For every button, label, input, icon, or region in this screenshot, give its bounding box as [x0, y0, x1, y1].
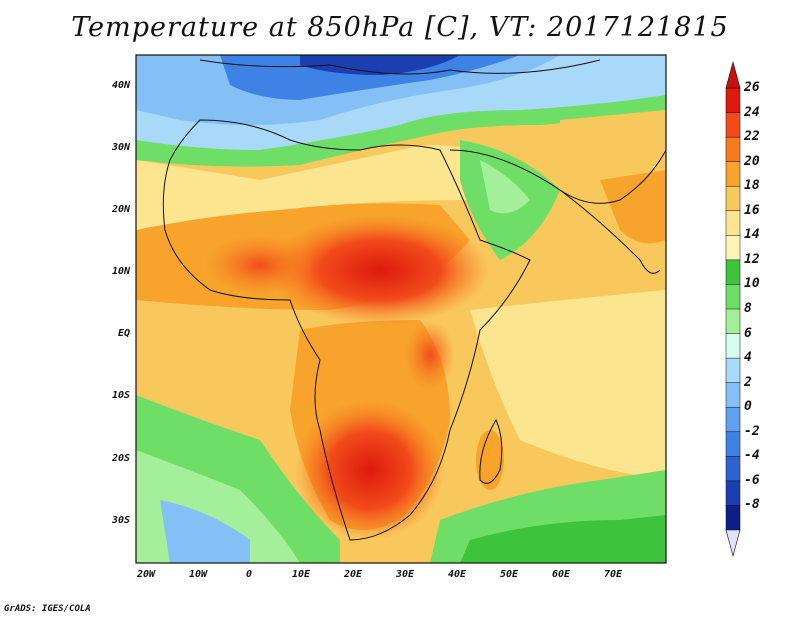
colorbar-label: 10 — [744, 276, 760, 292]
colorbar-swatch — [725, 406, 741, 433]
colorbar-label: 22 — [744, 129, 760, 145]
colorbar-swatch — [725, 431, 741, 457]
colorbar-swatch — [725, 185, 741, 212]
lon-label: 20W — [136, 569, 156, 580]
lon-label: 70E — [603, 569, 623, 580]
colorbar-label: 18 — [744, 178, 760, 194]
lat-label: 20N — [111, 204, 130, 215]
temperature-field — [136, 55, 666, 563]
colorbar-swatch — [725, 456, 741, 482]
colorbar-bottom-arrow — [725, 529, 741, 558]
colorbar-top-arrow — [725, 60, 741, 89]
colorbar-label: 6 — [744, 325, 752, 341]
lon-label: 50E — [499, 569, 519, 580]
colorbar-label: 0 — [744, 399, 752, 415]
coastline-outline — [162, 59, 667, 541]
colorbar-label: 2 — [744, 374, 752, 390]
colorbar-label: -8 — [744, 497, 760, 513]
lon-label: 0 — [245, 569, 253, 580]
map-frame — [135, 54, 667, 564]
colorbar-label: 12 — [744, 251, 760, 267]
colorbar-label: 20 — [744, 153, 760, 169]
colorbar-swatch — [725, 136, 741, 163]
colorbar — [725, 60, 741, 558]
lon-label: 40E — [447, 569, 467, 580]
footer-credit: GrADS: IGES/COLA — [4, 604, 91, 614]
lat-label: 30N — [111, 142, 130, 153]
lon-label: 10E — [291, 569, 311, 580]
colorbar-label: 26 — [744, 80, 760, 95]
lon-label: 60E — [551, 569, 571, 580]
colorbar-swatch — [725, 235, 741, 261]
colorbar-swatch — [725, 505, 741, 531]
map-title: Temperature at 850hPa [C], VT: 201712181… — [71, 12, 729, 43]
colorbar-swatch — [725, 161, 741, 187]
colorbar-swatch — [725, 112, 741, 138]
lat-label: 30S — [111, 515, 130, 526]
colorbar-swatch — [725, 87, 741, 114]
lat-label: EQ — [117, 328, 130, 339]
colorbar-label: 24 — [744, 104, 760, 120]
lat-label: 20S — [111, 453, 130, 464]
colorbar-swatch — [725, 357, 741, 384]
colorbar-swatch — [725, 382, 741, 408]
colorbar-swatch — [725, 284, 741, 310]
lon-label: 10W — [188, 569, 208, 580]
colorbar-swatch — [725, 308, 741, 335]
colorbar-swatch — [725, 480, 741, 506]
lat-label: 10S — [111, 390, 130, 401]
colorbar-swatch — [725, 210, 741, 236]
colorbar-label: -4 — [744, 448, 760, 464]
lat-label: 10N — [111, 266, 130, 277]
colorbar-label: -6 — [744, 472, 760, 488]
colorbar-label: 4 — [744, 350, 752, 366]
colorbar-swatch — [725, 259, 741, 285]
colorbar-label: 14 — [744, 227, 760, 243]
colorbar-label: 8 — [744, 301, 752, 316]
colorbar-label: -2 — [744, 423, 760, 439]
colorbar-label: 16 — [744, 202, 760, 218]
lon-label: 30E — [395, 569, 415, 580]
lat-label: 40N — [111, 80, 130, 91]
lon-label: 20E — [343, 569, 363, 580]
colorbar-swatch — [725, 333, 741, 359]
